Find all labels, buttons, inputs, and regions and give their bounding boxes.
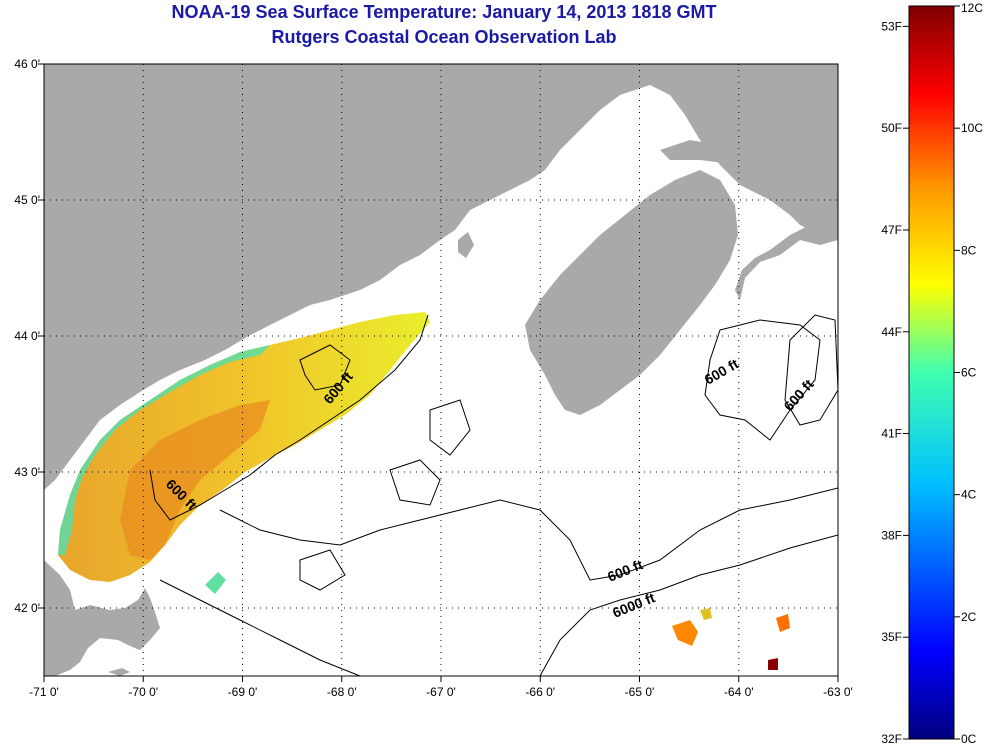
map-title: NOAA-19 Sea Surface Temperature: January… [171,2,717,22]
lat-tick-label: 45 0' [14,193,40,207]
lon-tick-label: -71 0' [29,685,59,699]
lon-tick-label: -68 0' [327,685,357,699]
colorbar-f-label: 53F [881,19,902,33]
colorbar-c-label: 10C [961,121,983,135]
colorbar-c-label: 2C [961,610,977,624]
colorbar-c-label: 6C [961,366,977,380]
sst-patch-5 [205,572,226,594]
lat-tick-label: 44 0' [14,329,40,343]
colorbar-f-label: 41F [881,427,902,441]
land-nova-scotia [525,170,738,415]
sst-patch-2 [700,608,712,620]
axis-ticks: -71 0' -70 0' -69 0' -68 0' -67 0' -66 0' -65 … [14,57,852,699]
lon-tick-label: -64 0' [724,685,754,699]
sst-patch-4 [768,658,778,670]
colorbar-c-label: 4C [961,488,977,502]
colorbar-c-label: 12C [961,1,983,15]
land-nantucket [108,668,130,676]
lon-tick-label: -70 0' [128,685,158,699]
lat-tick-label: 43 0' [14,465,40,479]
lon-tick-label: -69 0' [228,685,258,699]
lon-tick-label: -66 0' [525,685,555,699]
colorbar-c-label: 0C [961,732,977,746]
colorbar-c-label: 8C [961,243,977,257]
colorbar-ticks: 12C 10C 8C 6C 4C 2C 0C 53F 50F 47F 44F 41F 38F 35F 32F [881,1,983,746]
colorbar-f-label: 32F [881,732,902,746]
lat-tick-label: 42 0' [14,601,40,615]
colorbar-f-label: 35F [881,630,902,644]
sst-warm-core [120,400,270,560]
map-subtitle: Rutgers Coastal Ocean Observation Lab [271,27,617,47]
depth-contours [149,314,838,676]
sst-patch-3 [776,614,790,632]
colorbar-f-label: 50F [881,121,902,135]
colorbar [908,5,955,740]
lon-tick-label: -67 0' [426,685,456,699]
map-gridlines [44,64,838,676]
land-cape-breton [760,160,838,235]
land-pei [660,140,790,168]
land-maine-newbrunswick [44,64,838,490]
land-grand-manan [458,232,474,258]
lat-tick-label: 46 0' [14,57,40,71]
land-massachusetts [44,560,160,676]
colorbar-f-label: 44F [881,325,902,339]
colorbar-f-label: 47F [881,223,902,237]
colorbar-f-label: 38F [881,528,902,542]
lon-tick-label: -63 0' [823,685,853,699]
lon-tick-label: -65 0' [625,685,655,699]
sst-patch-1 [672,620,698,646]
